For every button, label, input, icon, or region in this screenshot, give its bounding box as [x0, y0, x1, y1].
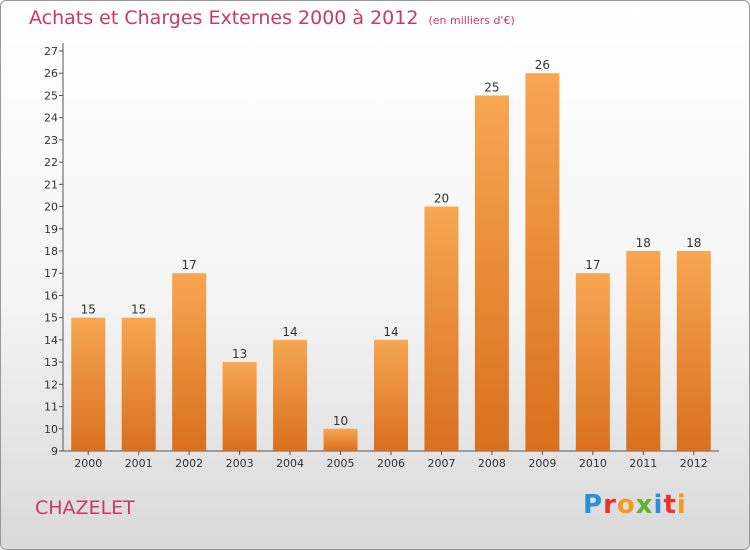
y-tick-label: 13: [44, 356, 58, 369]
bar-value-label: 18: [636, 236, 651, 250]
y-tick-label: 19: [44, 223, 58, 236]
bar: [474, 95, 509, 451]
x-tick-label: 2007: [427, 457, 455, 470]
y-tick-label: 18: [44, 245, 58, 258]
x-tick-label: 2004: [276, 457, 304, 470]
x-tick-label: 2009: [528, 457, 556, 470]
bar: [323, 428, 358, 451]
y-tick-label: 21: [44, 178, 58, 191]
bar-value-label: 17: [585, 258, 600, 272]
y-tick-label: 17: [44, 267, 58, 280]
y-tick-label: 27: [44, 45, 58, 58]
bar: [273, 339, 308, 451]
y-tick-label: 10: [44, 423, 58, 436]
y-tick-label: 11: [44, 401, 58, 414]
bar-value-label: 14: [282, 325, 297, 339]
x-tick-label: 2006: [377, 457, 405, 470]
x-tick-label: 2003: [226, 457, 254, 470]
proxiti-logo[interactable]: Proxiti: [583, 490, 687, 520]
x-tick-label: 2011: [629, 457, 657, 470]
bar: [172, 273, 207, 451]
y-tick-label: 14: [44, 334, 58, 347]
chart-title: Achats et Charges Externes 2000 à 2012 (e…: [29, 7, 515, 29]
y-tick-label: 16: [44, 289, 58, 302]
bar: [121, 317, 156, 451]
bar-value-label: 14: [383, 325, 398, 339]
y-tick-label: 25: [44, 89, 58, 102]
bar-value-label: 15: [81, 303, 96, 317]
bar: [222, 362, 257, 451]
logo-letter: x: [635, 490, 654, 520]
y-tick-label: 26: [44, 67, 58, 80]
logo-letter: i: [676, 490, 687, 520]
bar: [525, 73, 560, 451]
bar: [626, 251, 661, 451]
x-tick-label: 2008: [478, 457, 506, 470]
y-tick-label: 9: [51, 445, 58, 458]
x-tick-label: 2010: [579, 457, 607, 470]
bar-value-label: 25: [484, 80, 499, 94]
logo-letter: P: [583, 490, 604, 520]
chart-subtitle: (en milliers d'€): [428, 14, 515, 27]
y-tick-label: 24: [44, 112, 58, 125]
logo-letter: r: [603, 490, 617, 520]
y-tick-label: 20: [44, 201, 58, 214]
bar: [676, 251, 711, 451]
bar-value-label: 20: [434, 192, 449, 206]
logo-letter: t: [663, 490, 677, 520]
bar: [374, 339, 408, 451]
y-tick-label: 22: [44, 156, 58, 169]
bar-value-label: 13: [232, 347, 247, 361]
bar-value-label: 26: [535, 58, 550, 72]
bar-value-label: 10: [333, 414, 348, 428]
x-tick-label: 2012: [680, 457, 708, 470]
bar: [424, 206, 459, 451]
x-tick-label: 2001: [125, 457, 153, 470]
x-tick-label: 2005: [327, 457, 355, 470]
y-tick-label: 12: [44, 378, 58, 391]
chart-title-text: Achats et Charges Externes 2000 à 2012: [29, 7, 419, 29]
x-tick-label: 2000: [74, 457, 102, 470]
bar-value-label: 17: [182, 258, 197, 272]
x-tick-label: 2002: [175, 457, 203, 470]
logo-letter: i: [653, 490, 664, 520]
y-tick-label: 23: [44, 134, 58, 147]
place-name: CHAZELET: [35, 497, 135, 519]
bar: [575, 273, 610, 451]
bar: [71, 317, 106, 451]
bar-value-label: 15: [131, 303, 146, 317]
logo-letter: o: [616, 490, 636, 520]
y-tick-label: 15: [44, 312, 58, 325]
bar-value-label: 18: [686, 236, 701, 250]
